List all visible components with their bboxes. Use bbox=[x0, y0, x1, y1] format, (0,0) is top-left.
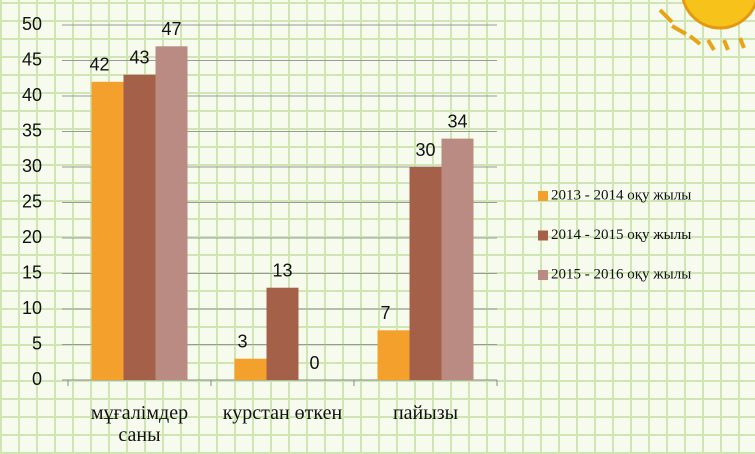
value-label: 13 bbox=[272, 260, 292, 280]
legend-swatch bbox=[538, 270, 548, 280]
value-label: 7 bbox=[380, 303, 390, 323]
x-tick-label: курстан өткен bbox=[222, 402, 343, 424]
value-label: 0 bbox=[309, 353, 319, 373]
y-tick-label: 45 bbox=[22, 49, 42, 69]
bar bbox=[234, 358, 267, 380]
value-label: 30 bbox=[415, 140, 435, 160]
y-tick-label: 10 bbox=[22, 298, 42, 318]
y-tick-label: 40 bbox=[22, 85, 42, 105]
y-tick-label: 15 bbox=[22, 262, 42, 282]
value-label: 3 bbox=[237, 331, 247, 351]
y-tick-label: 30 bbox=[22, 156, 42, 176]
value-label: 43 bbox=[129, 47, 149, 67]
value-label: 34 bbox=[447, 111, 467, 131]
sun bbox=[658, 0, 755, 52]
bar bbox=[91, 81, 124, 381]
legend-label: 2014 - 2015 оқу жылы bbox=[551, 227, 691, 243]
y-tick-label: 0 bbox=[32, 369, 42, 389]
value-label: 47 bbox=[161, 19, 181, 39]
legend-swatch bbox=[538, 191, 548, 201]
y-tick-label: 20 bbox=[22, 227, 42, 247]
bar bbox=[123, 74, 156, 380]
legend-label: 2015 - 2016 оқу жылы bbox=[551, 266, 691, 282]
bar bbox=[155, 46, 188, 381]
y-tick-label: 35 bbox=[22, 120, 42, 140]
legend-label: 2013 - 2014 оқу жылы bbox=[551, 187, 691, 203]
x-tick-label: пайызы bbox=[392, 402, 459, 424]
bar bbox=[441, 138, 474, 380]
bar bbox=[377, 330, 410, 380]
y-tick-label: 50 bbox=[22, 14, 42, 34]
bar bbox=[409, 167, 442, 380]
bar bbox=[266, 287, 299, 380]
value-label: 42 bbox=[89, 55, 109, 75]
x-tick-label: мұғалімдер саны bbox=[90, 402, 189, 446]
legend-swatch bbox=[538, 230, 548, 241]
y-tick-label: 5 bbox=[32, 333, 42, 353]
y-tick-label: 25 bbox=[22, 191, 42, 211]
